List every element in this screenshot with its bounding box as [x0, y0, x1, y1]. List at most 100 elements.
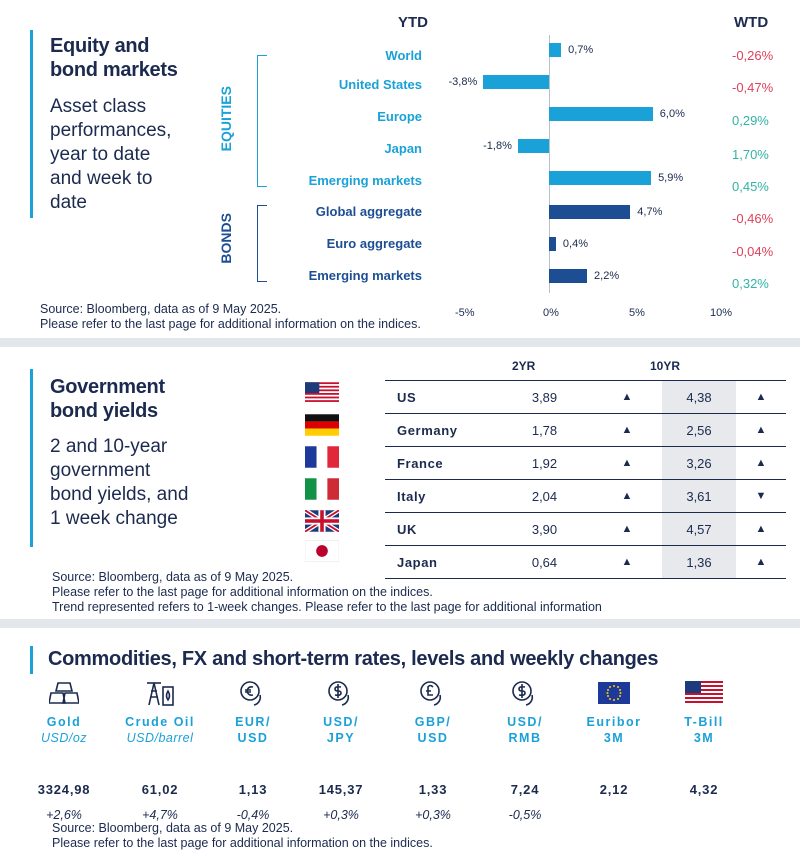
rate-level: 2,12 — [599, 782, 629, 797]
panel-title: Commodities, FX and short-term rates, le… — [48, 648, 659, 670]
title-line: Equity and — [50, 35, 150, 57]
ytd-value-label: 2,2% — [594, 270, 620, 282]
trend-down-icon: ▼ — [736, 479, 786, 513]
fx-name: EUR/ — [235, 715, 271, 729]
title-line: Government — [50, 376, 165, 398]
commodity-level: 61,02 — [141, 782, 179, 797]
fx-name: USD — [237, 731, 269, 745]
country-cell: Italy — [385, 479, 497, 513]
france-flag — [305, 446, 339, 468]
commodity-change: +4,7% — [142, 808, 178, 822]
yield-10yr-cell: 3,61 — [662, 479, 736, 513]
trend-up-icon: ▲ — [592, 512, 662, 546]
gold-bars-icon — [24, 678, 104, 708]
source-note: Source: Bloomberg, data as of 9 May 2025… — [52, 821, 433, 851]
fx-level: 1,13 — [238, 782, 268, 797]
zero-axis-line — [549, 35, 550, 293]
yield-2yr-cell: 2,04 — [497, 479, 592, 513]
fx-level: 1,33 — [418, 782, 448, 797]
dollar-exchange-icon — [485, 678, 565, 708]
fx-name: JPY — [326, 731, 356, 745]
accent-bar — [30, 30, 33, 218]
yield-2yr-cell: 0,64 — [497, 545, 592, 579]
panel-subtitle: 2 and 10-year government bond yields, an… — [50, 435, 188, 531]
source-line: Source: Bloomberg, data as of 9 May 2025… — [52, 570, 294, 584]
country-cell: UK — [385, 512, 497, 546]
trend-up-icon: ▲ — [592, 413, 662, 447]
commodity-change: +2,6% — [46, 808, 82, 822]
wtd-value: 0,29% — [732, 113, 769, 128]
fx-change: -0,5% — [508, 808, 542, 822]
ytd-bar — [549, 171, 652, 185]
rate-tbill: T-Bill 3M 4,32 — [664, 678, 744, 797]
trend-up-icon: ▲ — [736, 413, 786, 447]
source-note: Source: Bloomberg, data as of 9 May 2025… — [52, 570, 602, 615]
bonds-group-label: BONDS — [218, 213, 234, 264]
rate-euribor: Euribor 3M 2,12 — [574, 678, 654, 797]
trend-up-icon: ▲ — [736, 545, 786, 579]
col-header-10yr: 10YR — [650, 359, 681, 373]
ytd-value-label: 6,0% — [659, 108, 685, 120]
ytd-bar — [549, 237, 556, 251]
trend-up-icon: ▲ — [592, 479, 662, 513]
yield-2yr-cell: 3,89 — [497, 380, 592, 414]
wtd-value: -0,04% — [732, 244, 774, 259]
ytd-bar — [549, 107, 653, 121]
ytd-header: YTD — [398, 14, 428, 31]
ytd-value-label: -3,8% — [448, 76, 478, 88]
ytd-bar — [549, 43, 562, 57]
yields-table: US 3,89 ▲ 4,38 ▲ Germany 1,78 ▲ 2,56 ▲ F… — [385, 380, 786, 579]
yield-2yr-cell: 3,90 — [497, 512, 592, 546]
row-label: Japan — [384, 141, 422, 156]
x-tick-label: 5% — [629, 307, 645, 319]
fx-change: +0,3% — [415, 808, 451, 822]
trend-up-icon: ▲ — [736, 380, 786, 414]
eu-flag-icon — [574, 678, 654, 708]
panel-title: Government bond yields — [50, 375, 165, 423]
yield-10yr-cell: 3,26 — [662, 446, 736, 480]
row-label: Emerging markets — [308, 268, 422, 283]
country-cell: Japan — [385, 545, 497, 579]
ytd-value-label: 0,4% — [562, 238, 588, 250]
yield-10yr-cell: 4,57 — [662, 512, 736, 546]
source-line: Source: Bloomberg, data as of 9 May 2025… — [40, 302, 282, 316]
table-row: UK 3,90 ▲ 4,57 ▲ — [385, 512, 786, 546]
wtd-value: -0,46% — [732, 211, 774, 226]
yield-2yr-cell: 1,78 — [497, 413, 592, 447]
uk-flag — [305, 510, 339, 532]
country-cell: Germany — [385, 413, 497, 447]
yield-2yr-cell: 1,92 — [497, 446, 592, 480]
ytd-value-label: 4,7% — [637, 206, 663, 218]
wtd-value: -0,26% — [732, 48, 774, 63]
x-tick-label: -5% — [455, 307, 475, 319]
wtd-value: 0,45% — [732, 179, 769, 194]
germany-flag — [305, 414, 339, 436]
ytd-bar — [549, 205, 631, 219]
wtd-header: WTD — [734, 14, 769, 31]
row-label: United States — [338, 77, 422, 92]
subtitle-line: bond yields, and — [50, 484, 189, 505]
commodity-unit: USD/barrel — [126, 731, 194, 745]
commodities-panel: Commodities, FX and short-term rates, le… — [0, 628, 800, 854]
fx-usd-rmb: USD/ RMB 7,24 -0,5% — [485, 678, 565, 822]
country-cell: France — [385, 446, 497, 480]
trend-up-icon: ▲ — [736, 446, 786, 480]
rate-name: T-Bill — [684, 715, 724, 729]
pound-exchange-icon — [393, 678, 473, 708]
subtitle-line: date — [50, 192, 87, 213]
wtd-value: 1,70% — [732, 147, 769, 162]
oil-derrick-icon — [120, 678, 200, 708]
fx-name: USD/ — [507, 715, 543, 729]
fx-usd-jpy: USD/ JPY 145,37 +0,3% — [301, 678, 381, 822]
equities-bracket — [257, 55, 267, 187]
col-header-2yr: 2YR — [512, 359, 536, 373]
fx-eur-usd: EUR/ USD 1,13 -0,4% — [213, 678, 293, 822]
subtitle-line: year to date — [50, 144, 151, 165]
rate-tenor: 3M — [693, 731, 715, 745]
subtitle-line: Asset class — [50, 96, 147, 117]
trend-up-icon: ▲ — [592, 545, 662, 579]
bonds-bracket — [257, 205, 267, 282]
wtd-value: 0,32% — [732, 276, 769, 291]
fx-gbp-usd: GBP/ USD 1,33 +0,3% — [393, 678, 473, 822]
rate-name: Euribor — [586, 715, 642, 729]
